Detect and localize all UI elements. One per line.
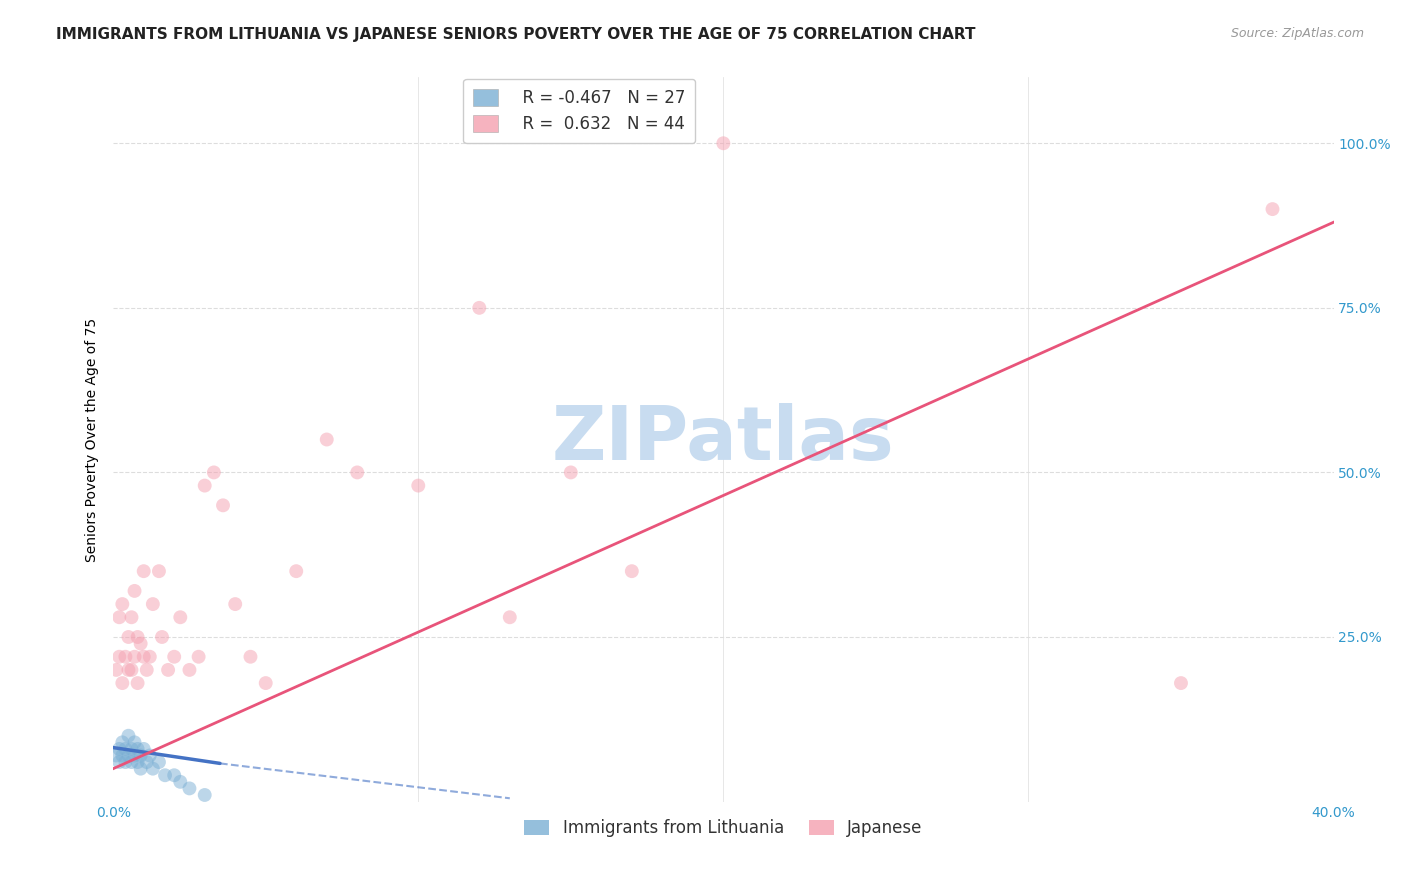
Point: [148, 564, 170, 578]
Point: [114, 742, 136, 756]
Point: [194, 788, 217, 802]
Point: [117, 748, 139, 763]
Point: [406, 478, 429, 492]
Point: [121, 755, 143, 769]
Point: [111, 748, 134, 763]
Point: [108, 742, 131, 756]
Point: [179, 663, 201, 677]
Point: [129, 637, 152, 651]
Point: [315, 433, 337, 447]
Text: ZIPatlas: ZIPatlas: [553, 403, 894, 476]
Point: [114, 649, 136, 664]
Point: [111, 676, 134, 690]
Point: [127, 676, 149, 690]
Point: [1170, 676, 1192, 690]
Point: [127, 755, 149, 769]
Point: [121, 610, 143, 624]
Point: [346, 466, 368, 480]
Point: [139, 649, 162, 664]
Point: [114, 755, 136, 769]
Point: [163, 649, 186, 664]
Point: [124, 735, 146, 749]
Point: [117, 729, 139, 743]
Point: [620, 564, 643, 578]
Point: [129, 748, 152, 763]
Point: [194, 478, 217, 492]
Text: Source: ZipAtlas.com: Source: ZipAtlas.com: [1230, 27, 1364, 40]
Legend: Immigrants from Lithuania, Japanese: Immigrants from Lithuania, Japanese: [517, 813, 929, 844]
Point: [499, 610, 522, 624]
Point: [127, 742, 149, 756]
Point: [169, 610, 191, 624]
Point: [132, 742, 155, 756]
Point: [139, 748, 162, 763]
Point: [108, 610, 131, 624]
Point: [560, 466, 582, 480]
Point: [142, 762, 165, 776]
Point: [105, 748, 128, 763]
Point: [108, 755, 131, 769]
Point: [111, 597, 134, 611]
Point: [124, 649, 146, 664]
Point: [121, 742, 143, 756]
Point: [212, 499, 235, 513]
Point: [254, 676, 277, 690]
Point: [135, 755, 157, 769]
Point: [239, 649, 262, 664]
Point: [117, 663, 139, 677]
Point: [285, 564, 308, 578]
Point: [105, 663, 128, 677]
Text: IMMIGRANTS FROM LITHUANIA VS JAPANESE SENIORS POVERTY OVER THE AGE OF 75 CORRELA: IMMIGRANTS FROM LITHUANIA VS JAPANESE SE…: [56, 27, 976, 42]
Point: [142, 597, 165, 611]
Point: [121, 663, 143, 677]
Point: [108, 649, 131, 664]
Point: [124, 748, 146, 763]
Point: [148, 755, 170, 769]
Point: [153, 768, 176, 782]
Point: [711, 136, 734, 151]
Point: [163, 768, 186, 782]
Point: [117, 630, 139, 644]
Point: [202, 466, 225, 480]
Point: [187, 649, 209, 664]
Point: [111, 735, 134, 749]
Point: [157, 663, 180, 677]
Point: [124, 583, 146, 598]
Point: [224, 597, 246, 611]
Point: [169, 774, 191, 789]
Point: [179, 781, 201, 796]
Y-axis label: Seniors Poverty Over the Age of 75: Seniors Poverty Over the Age of 75: [86, 318, 100, 562]
Point: [132, 649, 155, 664]
Point: [150, 630, 173, 644]
Point: [1261, 202, 1284, 216]
Point: [468, 301, 491, 315]
Point: [132, 564, 155, 578]
Point: [129, 762, 152, 776]
Point: [127, 630, 149, 644]
Point: [135, 663, 157, 677]
